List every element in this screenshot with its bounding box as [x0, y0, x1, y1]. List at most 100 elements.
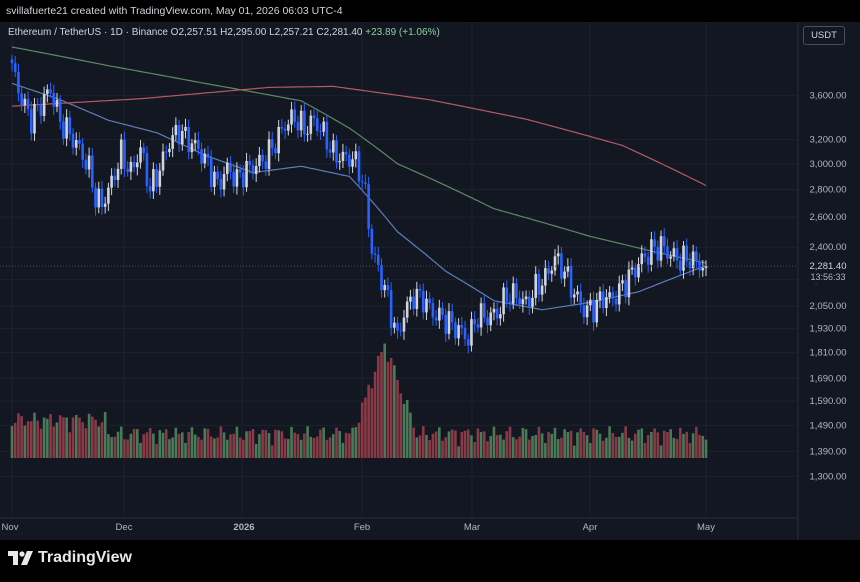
candle-body: [232, 171, 235, 187]
volume-bar: [505, 431, 509, 458]
volume-bar: [370, 388, 374, 458]
volume-bar: [338, 431, 342, 458]
volume-bar: [29, 421, 33, 458]
candle-body: [617, 283, 621, 305]
candle-body: [354, 151, 358, 160]
candle-body: [650, 239, 653, 265]
volume-bar: [129, 433, 133, 458]
price-tick-label: 3,600.00: [810, 91, 847, 102]
volume-bar: [476, 428, 480, 458]
candle-body: [454, 322, 457, 339]
volume-bar: [566, 431, 570, 458]
candle-body: [534, 273, 538, 298]
volume-bar: [155, 443, 158, 458]
volume-bar: [94, 419, 97, 458]
volume-bar: [274, 429, 277, 458]
candle-body: [328, 149, 332, 153]
volume-bar: [258, 434, 261, 458]
volume-bar: [216, 437, 219, 458]
volume-bar: [656, 432, 660, 458]
volume-bar: [264, 430, 268, 458]
price-chart-svg[interactable]: 1,300.00 1,390.00 1,490.00 1,590.00 1,690.00…: [0, 22, 860, 540]
volume-bar: [630, 440, 634, 458]
candle-body: [678, 260, 682, 271]
candle-body: [415, 288, 419, 309]
candle-body: [357, 151, 361, 182]
last-price-label: 2,281.40: [810, 261, 847, 272]
currency-button[interactable]: USDT: [803, 26, 845, 45]
candle-body: [193, 140, 197, 144]
candle-body: [499, 314, 502, 319]
candle-body: [33, 103, 36, 134]
candle-body: [100, 188, 104, 207]
volume-bar: [242, 439, 245, 458]
candle-body: [527, 296, 531, 307]
candle-body: [65, 117, 68, 139]
volume-bar: [701, 435, 705, 458]
volume-bar: [595, 429, 599, 458]
volume-bar: [200, 439, 203, 458]
candle-body: [666, 246, 669, 259]
candle-body: [540, 285, 544, 295]
volume-bar: [527, 439, 531, 458]
candle-body: [605, 297, 608, 309]
volume-bar: [608, 426, 611, 458]
volume-bar: [65, 417, 68, 458]
candle-body: [611, 292, 615, 299]
candle-body: [405, 301, 409, 318]
candle-body: [585, 305, 589, 318]
volume-bar: [515, 439, 518, 458]
candle-body: [450, 311, 454, 323]
candle-body: [376, 255, 380, 265]
ohlc-values: O2,257.51 H2,295.00 L2,257.21 C2,281.40: [170, 27, 363, 38]
volume-bar: [682, 433, 685, 458]
candle-body: [682, 245, 685, 271]
volume-bar: [42, 417, 46, 458]
volume-bar: [531, 435, 534, 458]
candle-body: [315, 118, 319, 131]
volume-bar: [139, 442, 142, 458]
chart-area[interactable]: 1,300.00 1,390.00 1,490.00 1,590.00 1,690.00…: [0, 22, 860, 540]
symbol-legend: Ethereum / TetherUS · 1D · Binance O2,25…: [8, 27, 440, 38]
volume-bar: [148, 428, 152, 458]
candle-body: [274, 148, 277, 154]
candle-body: [466, 339, 470, 346]
volume-bar: [132, 428, 136, 458]
candle-body: [646, 256, 650, 265]
volume-bar: [312, 437, 316, 458]
volume-bar: [97, 426, 101, 458]
volume-bar: [245, 431, 248, 458]
candle-body: [78, 140, 81, 144]
candle-body: [383, 285, 387, 291]
volume-bar: [344, 432, 348, 458]
volume-bar: [380, 351, 383, 458]
volume-bar: [26, 421, 30, 458]
candle-body: [171, 135, 174, 149]
volume-bar: [518, 436, 521, 458]
candle-body: [290, 109, 293, 125]
volume-bar: [261, 429, 264, 458]
candle-body: [418, 288, 422, 291]
volume-bar: [187, 432, 191, 458]
candle-body: [531, 297, 534, 307]
candle-body: [17, 71, 20, 94]
candle-body: [248, 160, 252, 166]
candle-body: [360, 181, 364, 183]
volume-bar: [206, 428, 210, 458]
candle-body: [68, 117, 72, 134]
volume-bar: [46, 418, 49, 458]
volume-bar: [386, 361, 390, 458]
volume-bar: [91, 416, 94, 458]
candle-body: [132, 161, 136, 168]
price-tick-label: 1,930.00: [810, 324, 847, 335]
volume-bar: [438, 427, 441, 458]
candle-body: [624, 280, 627, 298]
candle-body: [251, 165, 255, 174]
volume-bar: [637, 429, 640, 458]
candle-body: [438, 307, 441, 321]
volume-bar: [704, 439, 708, 458]
candle-body: [389, 290, 393, 328]
volume-bar: [466, 429, 470, 458]
candle-body: [238, 169, 242, 173]
volume-bar: [364, 397, 367, 458]
